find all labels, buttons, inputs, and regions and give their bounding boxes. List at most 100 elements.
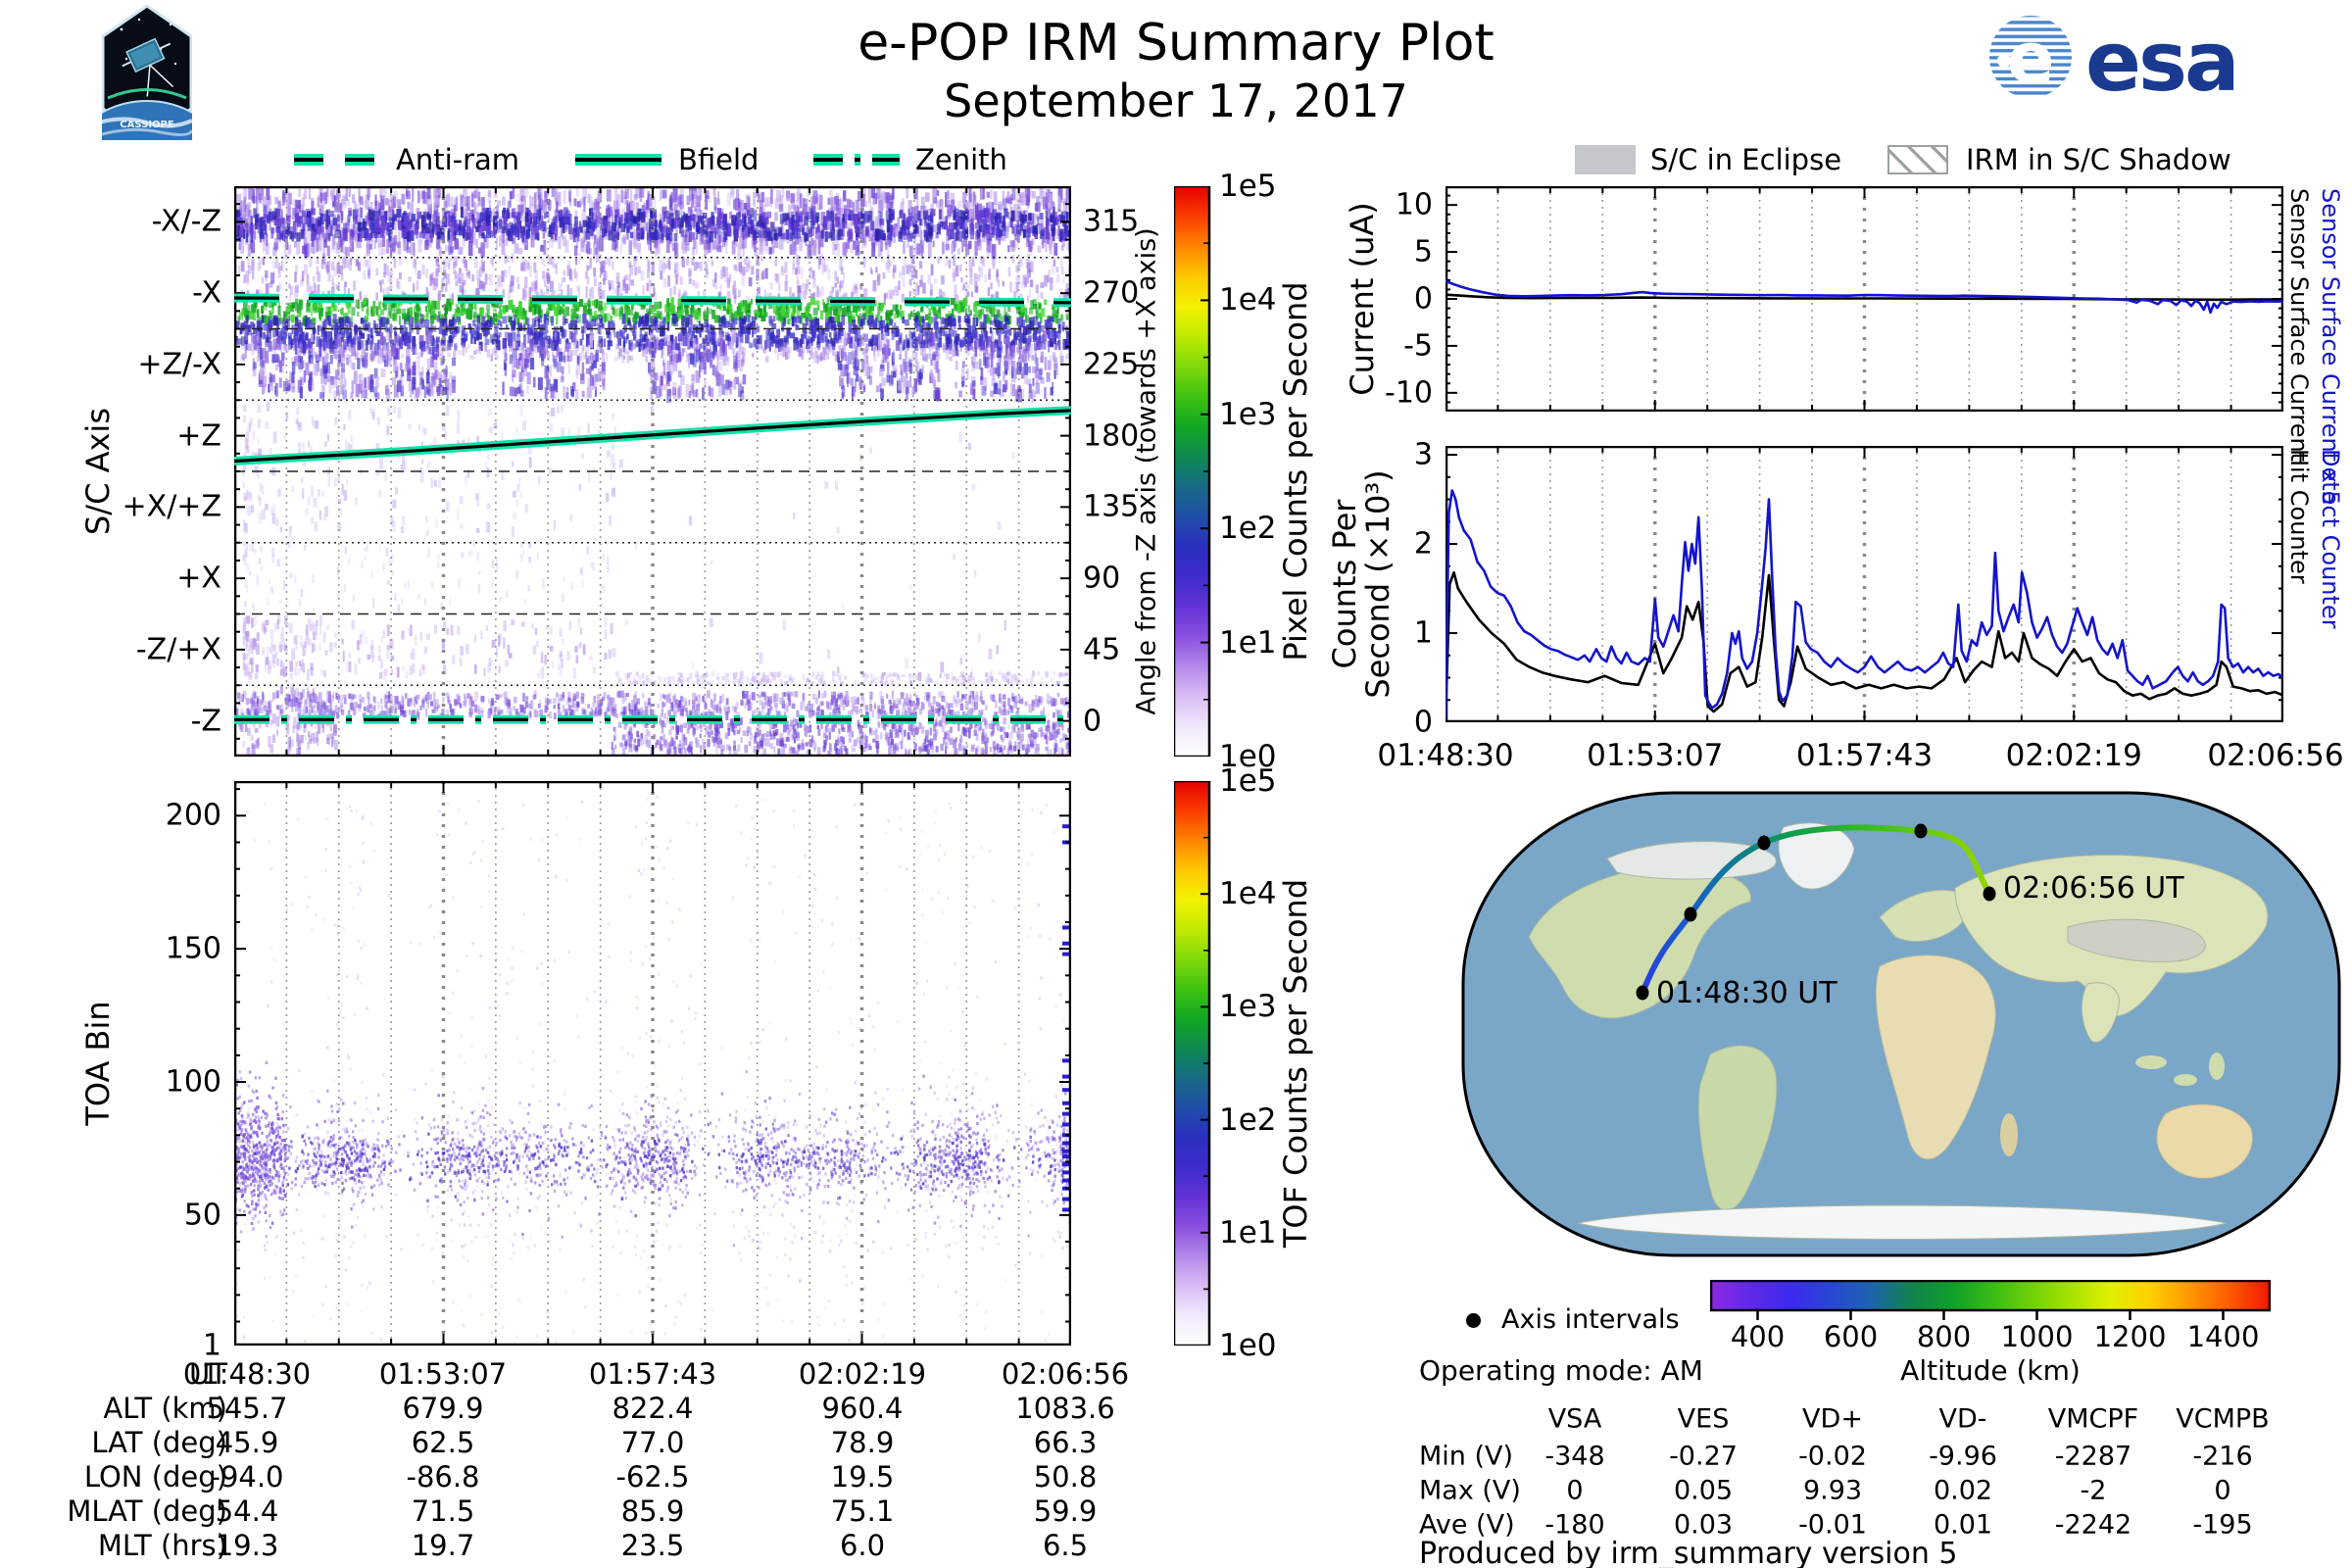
voltage-cell: -195 bbox=[2192, 1509, 2253, 1541]
ephemeris-cell: 02:06:56 bbox=[1001, 1357, 1130, 1391]
altitude-tick-label: 800 bbox=[1916, 1320, 1972, 1353]
voltage-cell: -180 bbox=[1544, 1509, 1605, 1541]
legend-label-bfield: Bfield bbox=[678, 143, 760, 176]
ephemeris-cell: 01:53:07 bbox=[378, 1357, 508, 1391]
counters-plot bbox=[1446, 446, 2283, 722]
legend-label-zenith: Zenith bbox=[915, 143, 1007, 176]
altitude-colorbar-label: Altitude (km) bbox=[1900, 1354, 2081, 1387]
voltage-cell: 0.02 bbox=[1933, 1475, 1993, 1506]
spectrogram-category-label: -Z bbox=[190, 704, 221, 739]
cassiope-label: CASSIOPE bbox=[120, 120, 174, 130]
ephemeris-cell: 77.0 bbox=[620, 1426, 685, 1459]
angle-tick-label: 225 bbox=[1083, 347, 1140, 382]
colorbar-tick-label: 1e5 bbox=[1219, 169, 1277, 204]
voltage-col-header: VMCPF bbox=[2047, 1403, 2139, 1435]
voltage-col-header: VCMPB bbox=[2176, 1403, 2270, 1435]
colorbar-tick-label: 1e2 bbox=[1219, 1102, 1277, 1138]
esa-logo-icon: e esa bbox=[1989, 14, 2240, 106]
ephemeris-row-label: UT bbox=[189, 1357, 227, 1391]
angle-tick-label: 315 bbox=[1083, 204, 1140, 239]
ephemeris-cell: 45.9 bbox=[215, 1426, 279, 1459]
voltage-col-header: VSA bbox=[1547, 1403, 1602, 1435]
pixel-colorbar bbox=[1174, 186, 1211, 757]
angle-tick-label: 0 bbox=[1083, 704, 1102, 739]
voltage-col-header: VES bbox=[1677, 1403, 1730, 1435]
ephemeris-cell: 822.4 bbox=[612, 1392, 694, 1425]
colorbar-tick-label: 1e1 bbox=[1219, 1214, 1277, 1250]
time-tick-label: 02:02:19 bbox=[2005, 738, 2142, 773]
line-panel-ytick: 0 bbox=[1413, 281, 1433, 317]
bfield-line-core bbox=[234, 409, 1071, 464]
voltage-cell: -2 bbox=[2080, 1475, 2107, 1506]
axis-intervals-label: Axis intervals bbox=[1501, 1304, 1680, 1335]
ephemeris-cell: 54.4 bbox=[215, 1494, 279, 1528]
pixel-colorbar-label: Pixel Counts per Second bbox=[1277, 281, 1314, 662]
voltage-cell: -2242 bbox=[2054, 1509, 2132, 1541]
ephemeris-cell: 6.5 bbox=[1042, 1529, 1089, 1562]
track-start-label: 01:48:30 UT bbox=[1656, 976, 1838, 1010]
voltage-cell: 0.03 bbox=[1673, 1509, 1734, 1541]
ephemeris-cell: 960.4 bbox=[821, 1392, 904, 1425]
axis-interval-dot bbox=[1684, 906, 1697, 922]
patch-stars bbox=[120, 18, 177, 66]
track-end-label: 02:06:56 UT bbox=[2003, 871, 2184, 906]
ephemeris-row-label: MLAT (deg) bbox=[67, 1494, 227, 1528]
ephemeris-cell: 75.1 bbox=[830, 1494, 895, 1528]
line-panel-ytick: -5 bbox=[1403, 328, 1433, 364]
toa-spectrogram-plot bbox=[234, 781, 1071, 1346]
line-panel-ytick: 5 bbox=[1413, 234, 1433, 270]
svg-text:e: e bbox=[2007, 17, 2055, 99]
ephemeris-row-label: LON (deg) bbox=[83, 1460, 227, 1494]
angle-tick-label: 45 bbox=[1083, 632, 1121, 667]
current-ylabel: Current (uA) bbox=[1344, 202, 1381, 396]
ephemeris-cell: 71.5 bbox=[411, 1494, 475, 1528]
axis-interval-dot bbox=[1983, 886, 1996, 902]
ephemeris-cell: 01:48:30 bbox=[182, 1357, 312, 1391]
line-panel-ytick: -10 bbox=[1385, 375, 1433, 411]
colorbar-tick-label: 1e2 bbox=[1219, 511, 1277, 547]
patch-satellite bbox=[122, 37, 174, 97]
legend-label-anti-ram: Anti-ram bbox=[396, 143, 520, 176]
voltage-col-header: VD+ bbox=[1802, 1403, 1863, 1435]
ephemeris-cell: -86.8 bbox=[406, 1460, 480, 1494]
colorbar-tick-label: 1e4 bbox=[1219, 282, 1277, 318]
tof-colorbar bbox=[1174, 781, 1211, 1346]
ephemeris-cell: 19.5 bbox=[830, 1460, 895, 1494]
axis-interval-dot bbox=[1636, 985, 1649, 1001]
ephemeris-cell: 78.9 bbox=[830, 1426, 895, 1459]
voltage-cell: -216 bbox=[2192, 1441, 2253, 1472]
colorbar-tick-label: 1e3 bbox=[1219, 989, 1277, 1025]
legend-sample-dashdot-icon bbox=[813, 154, 900, 166]
time-tick-label: 01:53:07 bbox=[1587, 738, 1724, 773]
spectrogram-category-label: +X bbox=[176, 561, 221, 596]
time-tick-label: 02:06:56 bbox=[2207, 738, 2344, 773]
voltage-cell: 0 bbox=[2214, 1475, 2231, 1506]
altitude-tick-label: 400 bbox=[1730, 1320, 1786, 1353]
ephemeris-row-label: ALT (km) bbox=[103, 1392, 227, 1425]
colorbar-tick-label: 1e3 bbox=[1219, 396, 1277, 432]
spectrogram-category-label: +X/+Z bbox=[122, 489, 221, 524]
altitude-tick-label: 1400 bbox=[2186, 1320, 2260, 1353]
current-right-label-black: Sensor Surface Current bbox=[2285, 188, 2313, 463]
legend-sample-dashed-icon bbox=[294, 154, 380, 166]
toa-tick-label: 200 bbox=[165, 798, 221, 833]
voltage-cell: -9.96 bbox=[1929, 1441, 1997, 1472]
ephemeris-cell: 19.3 bbox=[215, 1529, 279, 1562]
counts-right-label-blue: Detect Counter bbox=[2317, 449, 2344, 629]
line-panel-ytick: 3 bbox=[1413, 437, 1433, 472]
colorbar-tick-label: 1e4 bbox=[1219, 876, 1277, 912]
axis-interval-dot bbox=[1757, 835, 1771, 851]
ephemeris-cell: 1083.6 bbox=[1015, 1392, 1115, 1425]
page-title: e-POP IRM Summary Plot bbox=[858, 14, 1494, 73]
antiram-line-core bbox=[234, 296, 1071, 305]
ephemeris-cell: 02:02:19 bbox=[798, 1357, 927, 1391]
voltage-cell: 0 bbox=[1566, 1475, 1584, 1506]
voltage-cell: -2287 bbox=[2054, 1441, 2132, 1472]
toa-tick-label: 100 bbox=[165, 1064, 221, 1100]
time-tick-label: 01:48:30 bbox=[1377, 738, 1514, 773]
colorbar-tick-label: 1e1 bbox=[1219, 624, 1277, 661]
ephemeris-cell: 23.5 bbox=[620, 1529, 685, 1562]
voltage-cell: -0.01 bbox=[1798, 1509, 1867, 1541]
altitude-colorbar bbox=[1710, 1280, 2271, 1320]
